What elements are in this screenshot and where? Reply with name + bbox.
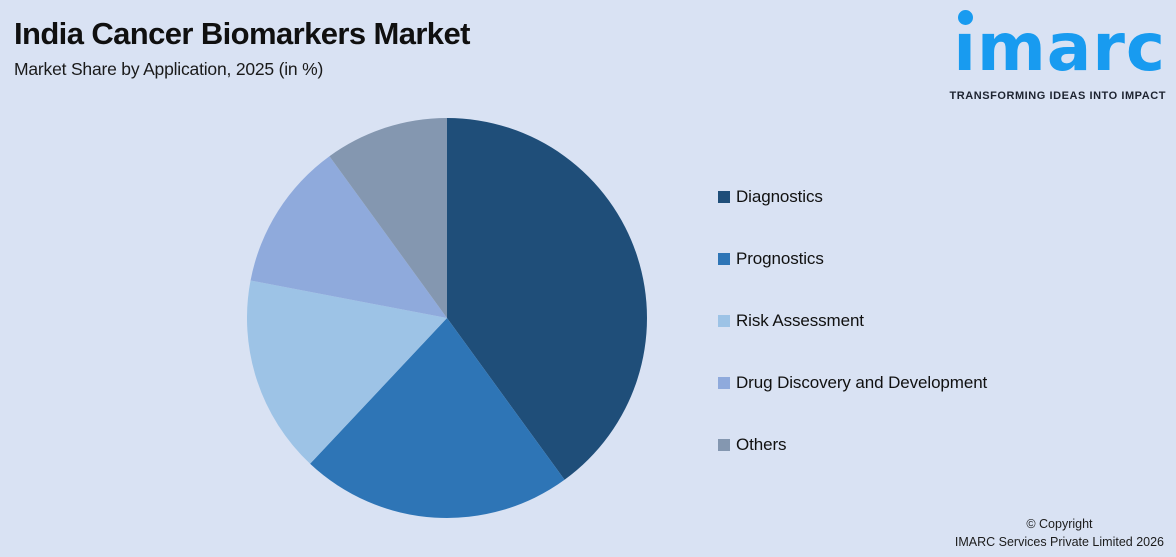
imarc-logo-tagline: TRANSFORMING IDEAS INTO IMPACT (949, 90, 1166, 102)
legend-label: Prognostics (736, 248, 824, 268)
header: India Cancer Biomarkers Market Market Sh… (14, 16, 470, 80)
pie-slice-others (329, 118, 447, 318)
legend-label: Risk Assessment (736, 310, 864, 330)
legend-item-prognostics: Prognostics (718, 248, 987, 268)
pie-slice-prognostics (310, 318, 565, 518)
legend-item-others: Others (718, 434, 987, 454)
imarc-logo-i-dot-icon (958, 10, 974, 25)
pie-chart-area (246, 118, 647, 518)
pie-chart (246, 118, 647, 518)
pie-slice-diagnostics (447, 118, 647, 480)
imarc-logo-wordmark: ımarc (953, 4, 1166, 92)
page-title: India Cancer Biomarkers Market (14, 16, 470, 51)
legend-label: Drug Discovery and Development (736, 372, 988, 392)
copyright-notice: © Copyright IMARC Services Private Limit… (955, 515, 1164, 551)
legend-swatch-icon (718, 314, 730, 327)
imarc-logo-text: ımarc (953, 9, 1166, 86)
legend-swatch-icon (718, 252, 730, 265)
legend-swatch-icon (718, 190, 730, 203)
legend-label: Others (736, 434, 787, 454)
legend-label: Diagnostics (736, 186, 823, 206)
imarc-logo: ımarc TRANSFORMING IDEAS INTO IMPACT (930, 4, 1166, 102)
legend-item-diagnostics: Diagnostics (718, 186, 987, 206)
copyright-line1: © Copyright (1026, 516, 1093, 531)
legend-item-drug-discovery-and-development: Drug Discovery and Development (718, 372, 988, 392)
pie-slice-risk-assessment (246, 280, 447, 464)
legend-item-risk-assessment: Risk Assessment (718, 310, 987, 330)
legend-swatch-icon (718, 376, 730, 389)
pie-slice-drug-discovery-and-development (250, 156, 447, 318)
legend-swatch-icon (718, 438, 730, 451)
chart-legend: Diagnostics Prognostics Risk Assessment … (718, 186, 988, 454)
copyright-line2: IMARC Services Private Limited 2026 (954, 534, 1164, 549)
page-subtitle: Market Share by Application, 2025 (in %) (14, 59, 324, 79)
